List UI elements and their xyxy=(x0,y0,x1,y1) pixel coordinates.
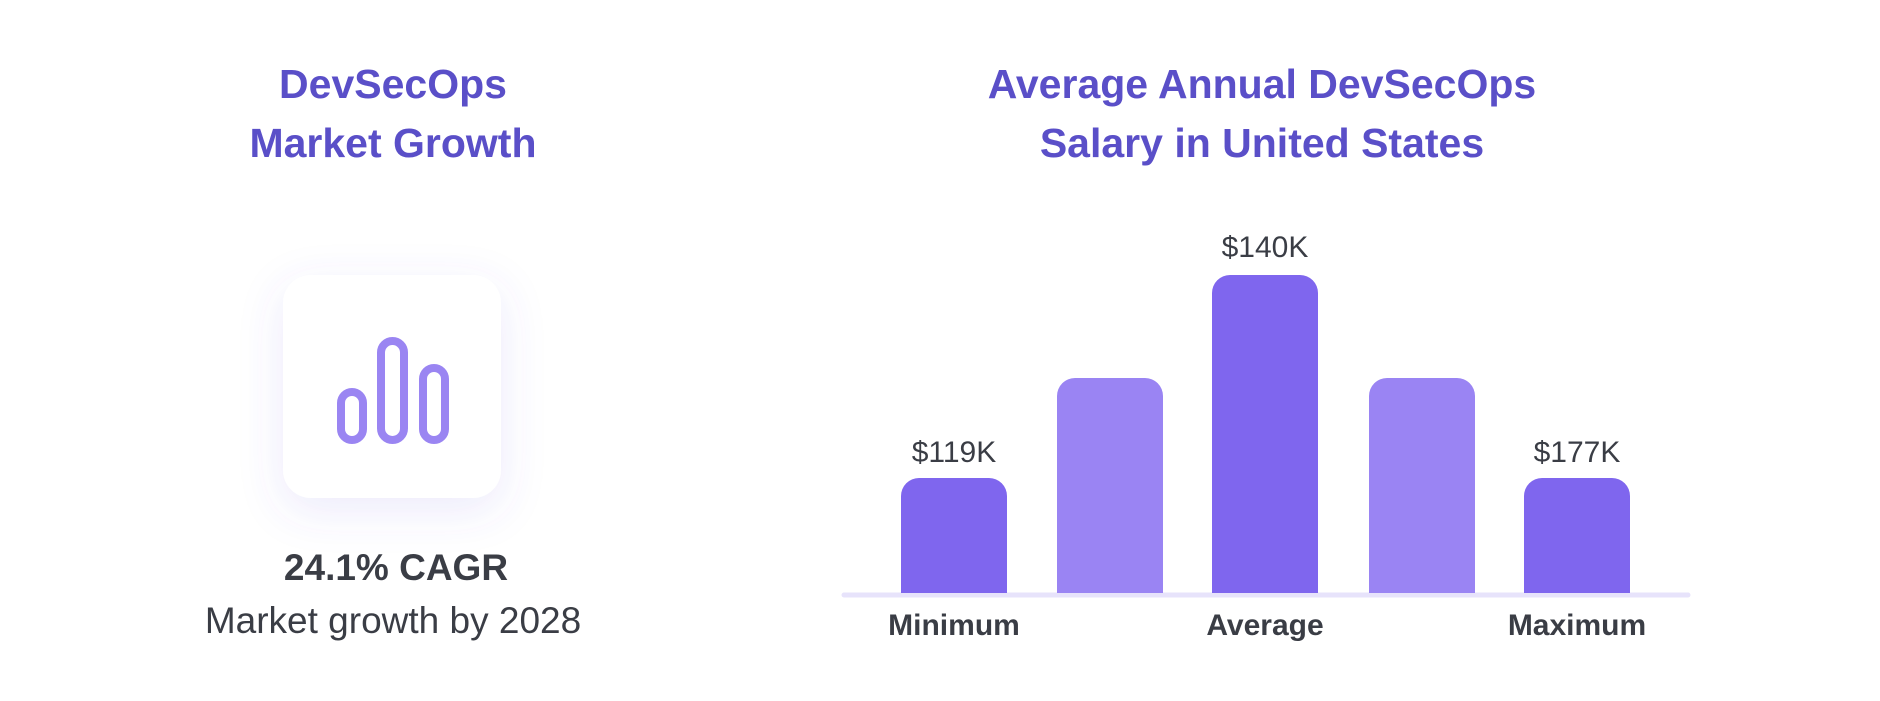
amount-label: $140K xyxy=(1222,231,1309,264)
bar-shape xyxy=(901,478,1007,593)
growth-title-line: DevSecOps xyxy=(279,61,507,107)
category-label: Maximum xyxy=(1508,609,1646,642)
salary-title-line: Salary in United States xyxy=(1040,120,1484,166)
decorative-bars xyxy=(901,275,1630,593)
growth-stat: 24.1% CAGR xyxy=(284,547,508,588)
bar-shape xyxy=(1212,275,1318,593)
icon-card xyxy=(283,275,501,498)
salary-title-line: Average Annual DevSecOps xyxy=(988,61,1536,107)
amount-label: $177K xyxy=(1534,436,1621,469)
bar-shape xyxy=(1057,378,1163,593)
bar-shape xyxy=(1524,478,1630,593)
amount-label: $119K xyxy=(912,436,997,469)
category-label: Average xyxy=(1206,609,1323,642)
growth-title-line: Market Growth xyxy=(249,120,536,166)
growth-caption: Market growth by 2028 xyxy=(205,600,581,641)
bar-shape xyxy=(1369,378,1475,593)
chart-icon xyxy=(337,337,449,444)
category-label: Minimum xyxy=(888,609,1020,642)
